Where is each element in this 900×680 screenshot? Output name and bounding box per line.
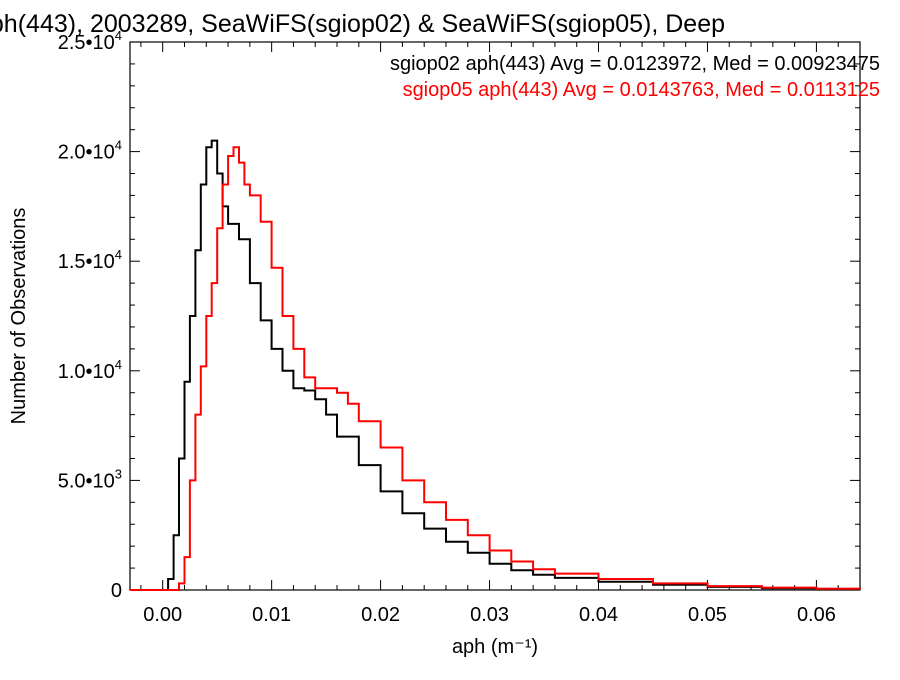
y-tick-mantissa: 2.5•10 [58, 32, 115, 54]
y-tick-label: 5.0•103 [58, 466, 122, 492]
chart-title: aph(443), 2003289, SeaWiFS(sgiop02) & Se… [0, 10, 725, 38]
series-group [130, 139, 861, 591]
y-tick-mantissa: 0 [111, 580, 122, 602]
y-tick-mantissa: 1.0•10 [58, 361, 115, 383]
y-tick-label: 2.0•104 [58, 138, 122, 164]
y-tick-label: 2.5•104 [58, 28, 122, 54]
y-tick-label: 0 [111, 580, 122, 602]
y-tick-label: 1.0•104 [58, 357, 122, 383]
series-line-sgiop05 [130, 146, 861, 591]
y-tick-mantissa: 1.5•10 [58, 251, 115, 273]
x-axis: 0.00 0.01 0.02 0.03 0.04 0.05 0.06 [140, 42, 839, 626]
y-tick-mantissa: 5.0•10 [58, 470, 115, 492]
x-tick-label: 0.05 [688, 604, 727, 626]
legend: sgiop02 aph(443) Avg = 0.0123972, Med = … [390, 53, 880, 101]
x-axis-label: aph (m⁻¹) [452, 636, 538, 658]
x-tick-label: 0.06 [797, 604, 836, 626]
series-line-sgiop02 [130, 139, 861, 591]
x-tick-label: 0.04 [579, 604, 618, 626]
x-tick-label: 0.03 [470, 604, 509, 626]
y-tick-exponent: 4 [115, 357, 122, 372]
y-tick-mantissa: 2.0•10 [58, 142, 115, 164]
legend-entry: sgiop05 aph(443) Avg = 0.0143763, Med = … [403, 79, 880, 101]
y-tick-exponent: 4 [115, 28, 122, 43]
x-tick-label: 0.00 [143, 604, 182, 626]
y-tick-label: 1.5•104 [58, 247, 122, 273]
legend-entry: sgiop02 aph(443) Avg = 0.0123972, Med = … [390, 53, 880, 75]
x-tick-label: 0.01 [252, 604, 291, 626]
y-tick-exponent: 3 [115, 466, 122, 481]
y-axis-label: Number of Observations [8, 208, 30, 425]
y-tick-exponent: 4 [115, 247, 122, 262]
x-tick-label: 0.02 [361, 604, 400, 626]
y-tick-exponent: 4 [115, 138, 122, 153]
plot-frame [129, 41, 861, 591]
